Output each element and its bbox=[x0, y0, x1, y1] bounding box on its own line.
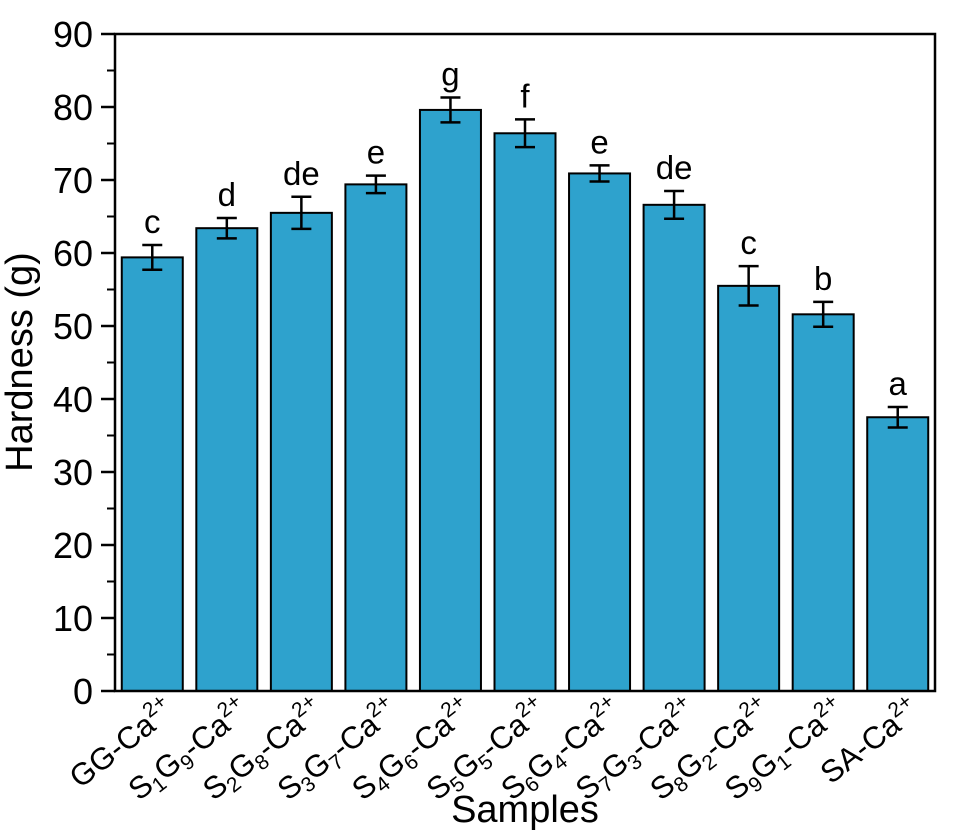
x-axis-title: Samples bbox=[451, 789, 599, 831]
significance-letter: c bbox=[740, 224, 757, 261]
bar bbox=[866, 416, 930, 692]
bar bbox=[344, 183, 408, 692]
significance-letter: de bbox=[656, 149, 693, 186]
significance-letter: a bbox=[889, 365, 908, 402]
significance-letter: d bbox=[218, 176, 236, 213]
significance-letter: f bbox=[520, 77, 530, 114]
significance-letter: c bbox=[144, 203, 161, 240]
y-tick-label: 10 bbox=[53, 598, 93, 639]
bar bbox=[642, 203, 706, 692]
bar bbox=[269, 211, 333, 692]
significance-letter: de bbox=[283, 155, 320, 192]
bar bbox=[568, 172, 632, 692]
y-tick-label: 30 bbox=[53, 452, 93, 493]
significance-letter: e bbox=[590, 123, 608, 160]
y-tick-label: 80 bbox=[53, 87, 93, 128]
significance-letter: b bbox=[814, 260, 832, 297]
y-tick-label: 70 bbox=[53, 160, 93, 201]
bar bbox=[418, 108, 482, 693]
significance-letter: e bbox=[367, 134, 385, 171]
y-tick-label: 50 bbox=[53, 306, 93, 347]
bar bbox=[717, 284, 781, 692]
significance-letter: g bbox=[441, 56, 459, 93]
bar bbox=[195, 227, 259, 692]
y-tick-label: 20 bbox=[53, 525, 93, 566]
bar bbox=[791, 313, 855, 692]
bar bbox=[493, 132, 557, 692]
y-tick-label: 90 bbox=[53, 14, 93, 55]
y-tick-label: 0 bbox=[73, 671, 93, 712]
y-tick-label: 60 bbox=[53, 233, 93, 274]
bar bbox=[120, 256, 184, 692]
y-tick-label: 40 bbox=[53, 379, 93, 420]
plot-area: 0102030405060708090cGG-Ca2+dS1G9-Ca2+deS… bbox=[53, 14, 937, 807]
y-axis-title: Hardness (g) bbox=[0, 252, 41, 472]
plot-frame bbox=[113, 32, 937, 693]
